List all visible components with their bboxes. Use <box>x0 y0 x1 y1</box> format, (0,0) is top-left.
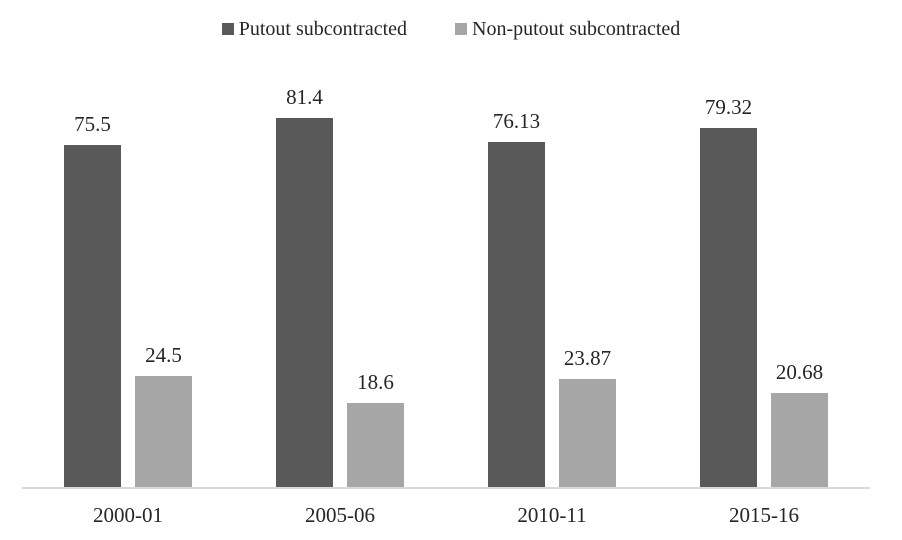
bar-value-label: 24.5 <box>145 343 182 367</box>
chart-legend: Putout subcontracted Non-putout subcontr… <box>0 18 902 40</box>
bar-wrapper: 81.4 <box>276 85 333 487</box>
bar-group: 76.13 23.87 <box>446 85 658 487</box>
bar-value-label: 75.5 <box>74 112 111 136</box>
bar <box>771 393 828 487</box>
legend-swatch-non-putout-icon <box>455 23 468 35</box>
x-axis-line <box>22 487 870 489</box>
bar-wrapper: 76.13 <box>488 109 545 487</box>
bar <box>559 379 616 487</box>
bar-value-label: 79.32 <box>704 95 753 119</box>
bar <box>64 145 121 487</box>
x-axis-label: 2010-11 <box>517 503 587 527</box>
bar-group: 75.5 24.5 <box>22 85 234 487</box>
legend-item-putout: Putout subcontracted <box>221 18 408 40</box>
bar-wrapper: 24.5 <box>135 343 192 487</box>
x-axis-labels: 2000-01 2005-06 2010-11 2015-16 <box>22 503 870 528</box>
legend-label-non-putout: Non-putout subcontracted <box>472 18 681 40</box>
bar-wrapper: 20.68 <box>771 360 828 487</box>
x-axis-label: 2005-06 <box>305 503 375 527</box>
legend-item-non-putout: Non-putout subcontracted <box>455 18 680 40</box>
bar-wrapper: 79.32 <box>700 95 757 487</box>
bar <box>700 128 757 487</box>
bar-value-label: 23.87 <box>563 346 612 370</box>
bar-value-label: 81.4 <box>286 85 323 109</box>
bar-group: 81.4 18.6 <box>234 85 446 487</box>
bar <box>135 376 192 487</box>
x-axis-label: 2000-01 <box>93 503 163 527</box>
bar <box>347 403 404 487</box>
x-axis-label: 2015-16 <box>729 503 799 527</box>
bar <box>488 142 545 487</box>
bar-value-label: 18.6 <box>357 370 394 394</box>
bar-wrapper: 75.5 <box>64 112 121 487</box>
bar-value-label: 20.68 <box>775 360 824 384</box>
plot-area: 75.5 24.5 81.4 18.6 76.13 23.87 79.32 20.68 <box>22 85 870 487</box>
legend-swatch-putout-icon <box>221 23 234 35</box>
bar-wrapper: 18.6 <box>347 370 404 487</box>
bar-value-label: 76.13 <box>492 109 541 133</box>
bar-wrapper: 23.87 <box>559 346 616 487</box>
legend-label-putout: Putout subcontracted <box>238 18 408 40</box>
bar-group: 79.32 20.68 <box>658 85 870 487</box>
bar <box>276 118 333 487</box>
